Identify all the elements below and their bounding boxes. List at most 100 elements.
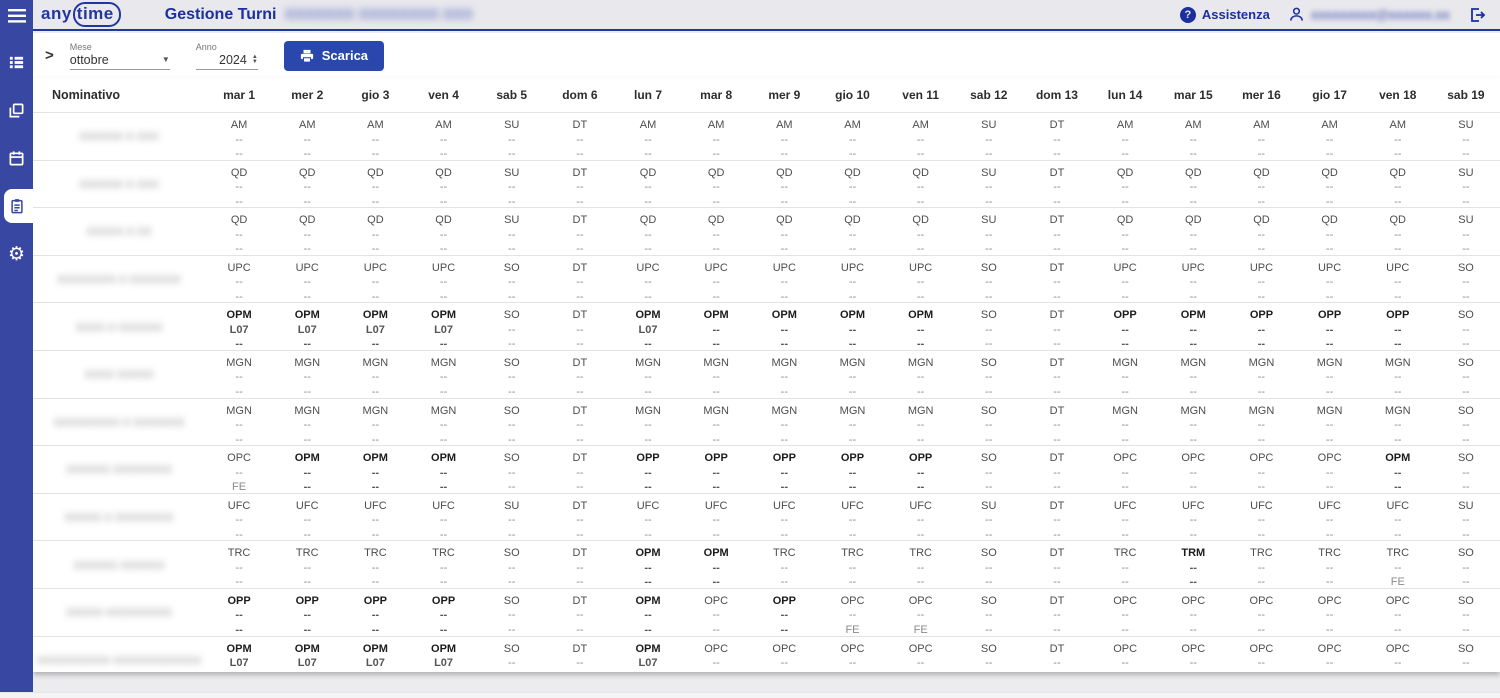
shift-cell[interactable]: SU -- -- [1432, 494, 1500, 543]
shift-cell[interactable]: UFC -- -- [818, 494, 886, 543]
shift-cell[interactable]: MGN -- -- [682, 351, 750, 400]
shift-cell[interactable]: DT---- [546, 494, 614, 543]
shift-cell[interactable]: QD -- -- [409, 208, 477, 257]
shift-cell[interactable]: OPC --FE [818, 589, 886, 638]
shift-cell[interactable]: DT---- [1023, 351, 1091, 400]
shift-cell[interactable]: QD -- -- [1091, 161, 1159, 210]
shift-cell[interactable]: OPM -- -- [682, 303, 750, 352]
shift-cell[interactable]: SO---- [478, 399, 546, 448]
shift-cell[interactable]: DT---- [1023, 256, 1091, 305]
shift-cell[interactable]: MGN -- -- [409, 399, 477, 448]
shift-cell[interactable]: TRC -- -- [205, 541, 273, 590]
shift-cell[interactable]: AM -- -- [1227, 113, 1295, 162]
shift-cell[interactable]: OPC---- [1227, 589, 1295, 638]
shift-cell[interactable]: OPP -- -- [887, 446, 955, 495]
shift-cell[interactable]: SU -- -- [478, 494, 546, 543]
shift-cell[interactable]: OPC---- [1091, 589, 1159, 638]
shift-cell[interactable]: TRC -- -- [1227, 541, 1295, 590]
shift-cell[interactable]: SU -- -- [955, 161, 1023, 210]
shift-cell[interactable]: OPC---- [1159, 637, 1227, 672]
shift-cell[interactable]: SO---- [1432, 399, 1500, 448]
shift-cell[interactable]: SO---- [955, 541, 1023, 590]
shift-cell[interactable]: OPM -- -- [273, 446, 341, 495]
shift-cell[interactable]: QD -- -- [750, 208, 818, 257]
shift-cell[interactable]: QD -- -- [1364, 208, 1432, 257]
shift-cell[interactable]: OPC --L.104 [682, 637, 750, 672]
shift-cell[interactable]: SU -- -- [1432, 161, 1500, 210]
shift-cell[interactable]: MGN -- -- [341, 399, 409, 448]
shift-cell[interactable]: SO---- [955, 351, 1023, 400]
shift-cell[interactable]: MGN -- -- [887, 399, 955, 448]
shift-cell[interactable]: DT---- [1023, 589, 1091, 638]
shift-cell[interactable]: MGN -- -- [341, 351, 409, 400]
shift-cell[interactable]: OPM -- -- [1364, 446, 1432, 495]
shift-cell[interactable]: OPP -- -- [205, 589, 273, 638]
shift-cell[interactable]: SO---- [1432, 351, 1500, 400]
shift-cell[interactable]: QD -- -- [1227, 161, 1295, 210]
shift-cell[interactable]: OPP -- -- [273, 589, 341, 638]
shift-cell[interactable]: SU -- -- [1432, 208, 1500, 257]
shift-cell[interactable]: MGN -- -- [887, 351, 955, 400]
shift-cell[interactable]: SU -- -- [478, 208, 546, 257]
shift-cell[interactable]: OPP -- -- [750, 446, 818, 495]
shift-cell[interactable]: OPC --FE [1364, 637, 1432, 672]
shift-cell[interactable]: AM -- -- [887, 113, 955, 162]
shift-cell[interactable]: OPC---- [1364, 589, 1432, 638]
shift-cell[interactable]: OPC---- [1296, 589, 1364, 638]
shift-cell[interactable]: TRC -- -- [750, 541, 818, 590]
shift-cell[interactable]: OPC---- [1159, 589, 1227, 638]
shift-cell[interactable]: OPC---- [682, 589, 750, 638]
shift-cell[interactable]: AM -- -- [205, 113, 273, 162]
shift-cell[interactable]: DT---- [546, 399, 614, 448]
shift-cell[interactable]: UPC -- -- [887, 256, 955, 305]
shift-cell[interactable]: UFC -- -- [887, 494, 955, 543]
shift-cell[interactable]: OPP -- -- [1364, 303, 1432, 352]
shift-cell[interactable]: DT---- [1023, 113, 1091, 162]
shift-cell[interactable]: OPM -- -- [1159, 303, 1227, 352]
shift-cell[interactable]: UPC -- -- [273, 256, 341, 305]
shift-cell[interactable]: OPP -- -- [409, 589, 477, 638]
shift-cell[interactable]: OPC---- [1227, 446, 1295, 495]
shift-cell[interactable]: UFC -- -- [1296, 494, 1364, 543]
user-account[interactable]: xxxxxxxxx@xxxxxx.xx [1288, 6, 1450, 23]
shift-cell[interactable]: OPP -- -- [818, 446, 886, 495]
shift-cell[interactable]: MGN -- -- [1227, 351, 1295, 400]
shift-cell[interactable]: MGN -- -- [1227, 399, 1295, 448]
sidebar-item-list[interactable] [0, 45, 33, 79]
shift-cell[interactable]: DT---- [546, 351, 614, 400]
shift-cell[interactable]: SU -- -- [478, 161, 546, 210]
shift-cell[interactable]: UPC -- -- [818, 256, 886, 305]
shift-cell[interactable]: UPC -- -- [1364, 256, 1432, 305]
shift-cell[interactable]: MGN -- -- [818, 399, 886, 448]
shift-cell[interactable]: SO---- [955, 303, 1023, 352]
shift-cell[interactable]: MGN -- -- [1091, 399, 1159, 448]
shift-cell[interactable]: AM -- -- [1296, 113, 1364, 162]
shift-cell[interactable]: QD -- -- [682, 161, 750, 210]
shift-cell[interactable]: TRC -- -- [818, 541, 886, 590]
shift-cell[interactable]: OPM -- -- [409, 446, 477, 495]
shift-cell[interactable]: DT---- [1023, 399, 1091, 448]
shift-cell[interactable]: UPC -- -- [205, 256, 273, 305]
shift-cell[interactable]: QD -- -- [205, 208, 273, 257]
shift-cell[interactable]: OPC---- [750, 637, 818, 672]
shift-cell[interactable]: UFC -- -- [1091, 494, 1159, 543]
shift-cell[interactable]: OPP -- -- [614, 446, 682, 495]
shift-cell[interactable]: SO---- [955, 399, 1023, 448]
shift-cell[interactable]: OPP -- -- [682, 446, 750, 495]
logout-button[interactable] [1468, 6, 1486, 24]
shift-cell[interactable]: SO---- [955, 589, 1023, 638]
shift-cell[interactable]: UFC -- -- [750, 494, 818, 543]
shift-cell[interactable]: MGN -- -- [205, 351, 273, 400]
shift-cell[interactable]: QD -- -- [273, 161, 341, 210]
shift-cell[interactable]: MGN -- -- [750, 351, 818, 400]
shift-cell[interactable]: DT---- [546, 303, 614, 352]
sidebar-item-settings[interactable]: ⚙ [0, 237, 33, 271]
shift-cell[interactable]: OPM -- -- [614, 589, 682, 638]
shift-cell[interactable]: MGN -- -- [818, 351, 886, 400]
shift-cell[interactable]: DT---- [546, 113, 614, 162]
shift-cell[interactable]: OPC---- [1091, 637, 1159, 672]
